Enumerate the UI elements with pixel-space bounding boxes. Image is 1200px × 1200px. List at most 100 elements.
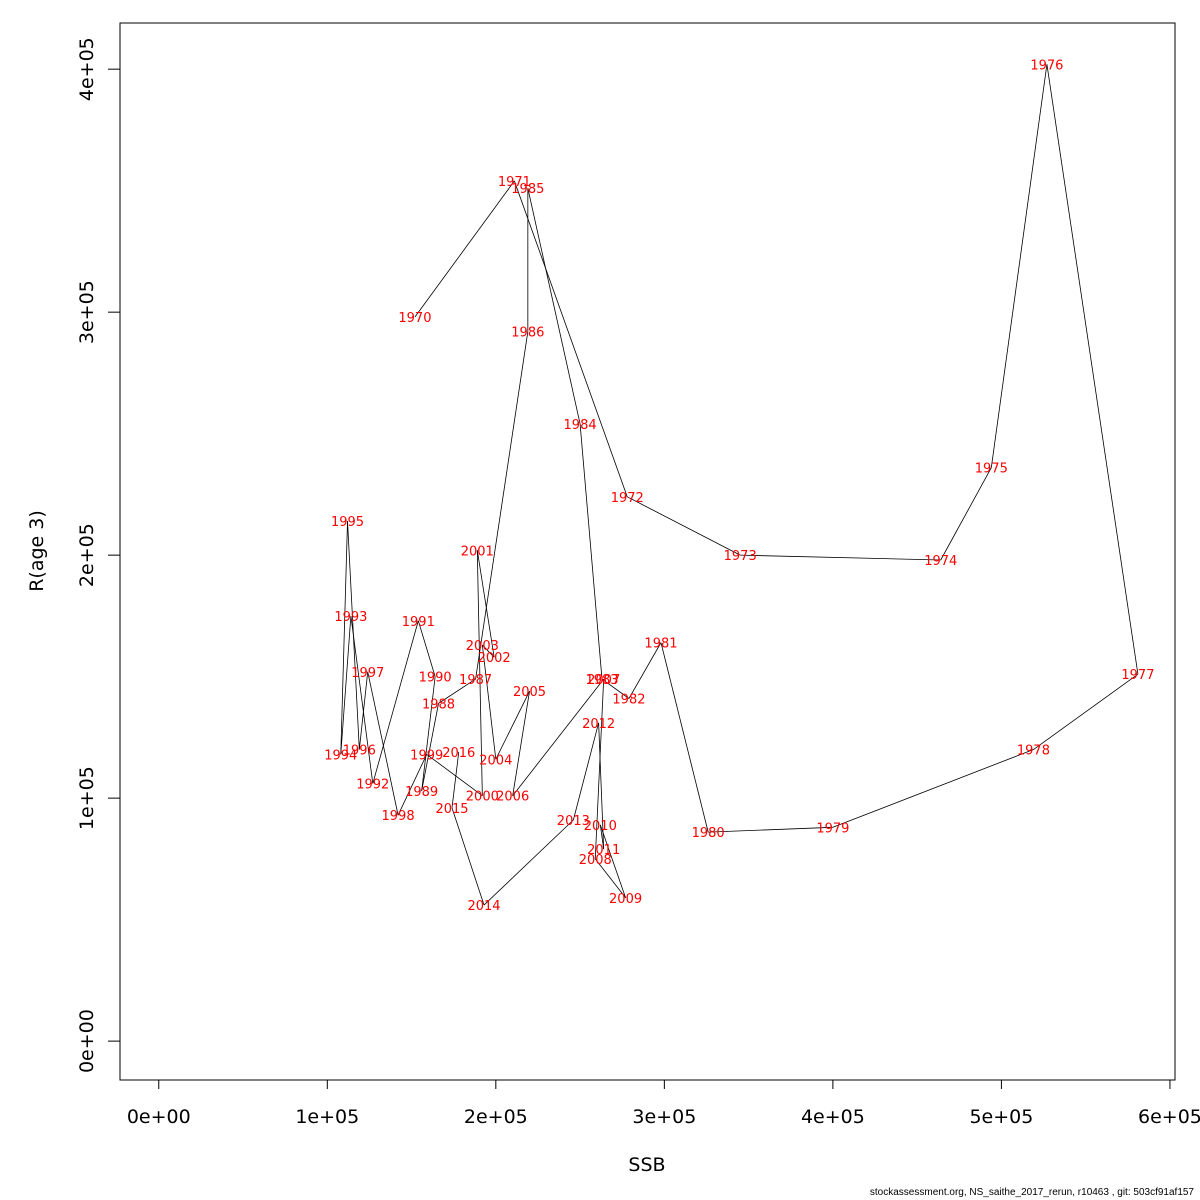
- path-segment-1984-1985: [527, 188, 581, 425]
- path-segment-2014-2015: [451, 807, 485, 906]
- year-label-2007: 2007: [587, 673, 620, 688]
- path-segment-2013-2014: [483, 819, 574, 906]
- path-segment-1987-1988: [438, 678, 476, 704]
- year-label-1987: 1987: [459, 673, 492, 688]
- path-segment-1996-1997: [358, 671, 369, 750]
- path-segment-1979-1980: [708, 826, 833, 833]
- path-segment-2015-2016: [451, 751, 460, 808]
- year-label-1997: 1997: [351, 666, 384, 681]
- year-label-1993: 1993: [334, 610, 367, 625]
- year-label-2002: 2002: [478, 651, 511, 666]
- x-tick-label: 4e+05: [801, 1106, 865, 1128]
- path-segment-1997-1998: [367, 671, 399, 816]
- path-segment-1981-1982: [628, 642, 662, 699]
- path-segment-1977-1978: [1033, 673, 1139, 750]
- year-label-2009: 2009: [609, 892, 642, 907]
- path-segment-1980-1981: [660, 642, 709, 833]
- year-label-1970: 1970: [398, 311, 431, 326]
- path-segment-1971-1972: [513, 180, 628, 497]
- path-segment-2006-2007: [512, 678, 604, 796]
- year-label-2012: 2012: [582, 717, 615, 732]
- year-label-1986: 1986: [511, 326, 544, 341]
- year-label-1988: 1988: [422, 697, 455, 712]
- year-label-1999: 1999: [410, 748, 443, 763]
- path-segment-2003-2004: [481, 645, 497, 760]
- year-label-1978: 1978: [1017, 744, 1050, 759]
- path-segment-1982-1983: [601, 678, 630, 699]
- path-segment-1976-1977: [1046, 64, 1139, 675]
- path-segment-2002-2003: [482, 644, 495, 658]
- path-segment-2008-2009: [594, 858, 626, 899]
- y-tick-label: 3e+05: [76, 280, 98, 344]
- x-tick-label: 3e+05: [632, 1106, 696, 1128]
- path-segment-1972-1973: [627, 496, 741, 556]
- year-label-2010: 2010: [584, 819, 617, 834]
- year-label-1983: 1983: [585, 673, 618, 688]
- year-label-1994: 1994: [324, 748, 357, 763]
- path-segment-2009-2010: [599, 824, 626, 898]
- year-label-1971: 1971: [498, 175, 531, 190]
- path-segment-1998-1999: [397, 754, 428, 816]
- year-labels: 1970 1971 1972 1973 1974 1975 1976 1977 1978 1979…: [324, 58, 1154, 914]
- path-segment-1970-1971: [414, 180, 515, 318]
- x-tick-label: 1e+05: [295, 1106, 359, 1128]
- year-label-1992: 1992: [356, 778, 389, 793]
- path-segment-1975-1976: [990, 64, 1048, 468]
- year-label-2004: 2004: [479, 753, 512, 768]
- recruitment-ssb-path: [340, 64, 1139, 906]
- year-label-2005: 2005: [513, 685, 546, 700]
- x-axis-title: SSB: [628, 1154, 665, 1176]
- year-label-1972: 1972: [611, 491, 644, 506]
- path-segment-1986-1987: [475, 331, 529, 680]
- year-label-1977: 1977: [1121, 668, 1154, 683]
- year-label-1979: 1979: [816, 821, 849, 836]
- year-label-1975: 1975: [975, 462, 1008, 477]
- year-label-2008: 2008: [579, 853, 612, 868]
- year-label-1982: 1982: [612, 693, 645, 708]
- year-label-2016: 2016: [442, 746, 475, 761]
- y-tick-label: 1e+05: [76, 766, 98, 830]
- year-label-1991: 1991: [402, 615, 435, 630]
- path-segment-1993-1994: [340, 615, 352, 755]
- path-segment-1991-1992: [372, 620, 419, 784]
- path-segment-2007-2008: [594, 679, 605, 859]
- path-segment-1973-1974: [740, 554, 941, 561]
- year-label-2014: 2014: [467, 899, 500, 914]
- path-segment-1994-1995: [340, 521, 348, 755]
- path-segment-2005-2006: [512, 691, 530, 796]
- path-segment-1988-1989: [421, 703, 439, 791]
- year-label-2015: 2015: [435, 802, 468, 817]
- year-label-2011: 2011: [587, 843, 620, 858]
- y-tick-label: 0e+00: [76, 1009, 98, 1073]
- year-label-1976: 1976: [1030, 58, 1063, 73]
- x-tick-label: 2e+05: [464, 1106, 528, 1128]
- path-segment-1990-1991: [417, 620, 436, 677]
- path-segment-1974-1975: [940, 467, 992, 561]
- path-segment-2000-2001: [476, 550, 483, 796]
- footer-credit: stockassessment.org, NS_saithe_2017_reru…: [869, 1187, 1194, 1198]
- year-label-1996: 1996: [343, 744, 376, 759]
- path-segment-2011-2012: [598, 722, 605, 850]
- y-axis: 0e+00 1e+05 2e+05 3e+05 4e+05: [76, 37, 121, 1073]
- year-label-1974: 1974: [924, 554, 957, 569]
- x-axis: 0e+00 1e+05 2e+05 3e+05 4e+05 5e+05 6e+05: [127, 1079, 1200, 1128]
- path-segment-1999-2000: [426, 754, 483, 797]
- year-label-1985: 1985: [511, 182, 544, 197]
- x-tick-label: 6e+05: [1138, 1106, 1200, 1128]
- path-segment-1983-1984: [579, 423, 603, 680]
- path-segment-1995-1996: [347, 521, 360, 750]
- y-tick-label: 4e+05: [76, 37, 98, 101]
- year-label-1995: 1995: [331, 515, 364, 530]
- year-label-2000: 2000: [466, 790, 499, 805]
- x-tick-label: 5e+05: [969, 1106, 1033, 1128]
- year-label-1973: 1973: [724, 549, 757, 564]
- year-label-1984: 1984: [564, 418, 597, 433]
- year-label-2003: 2003: [466, 639, 499, 654]
- year-label-2013: 2013: [557, 814, 590, 829]
- path-segment-1978-1979: [832, 749, 1034, 828]
- year-label-2001: 2001: [461, 544, 494, 559]
- year-label-1980: 1980: [692, 826, 725, 841]
- year-label-1998: 1998: [382, 809, 415, 824]
- year-label-1981: 1981: [644, 637, 677, 652]
